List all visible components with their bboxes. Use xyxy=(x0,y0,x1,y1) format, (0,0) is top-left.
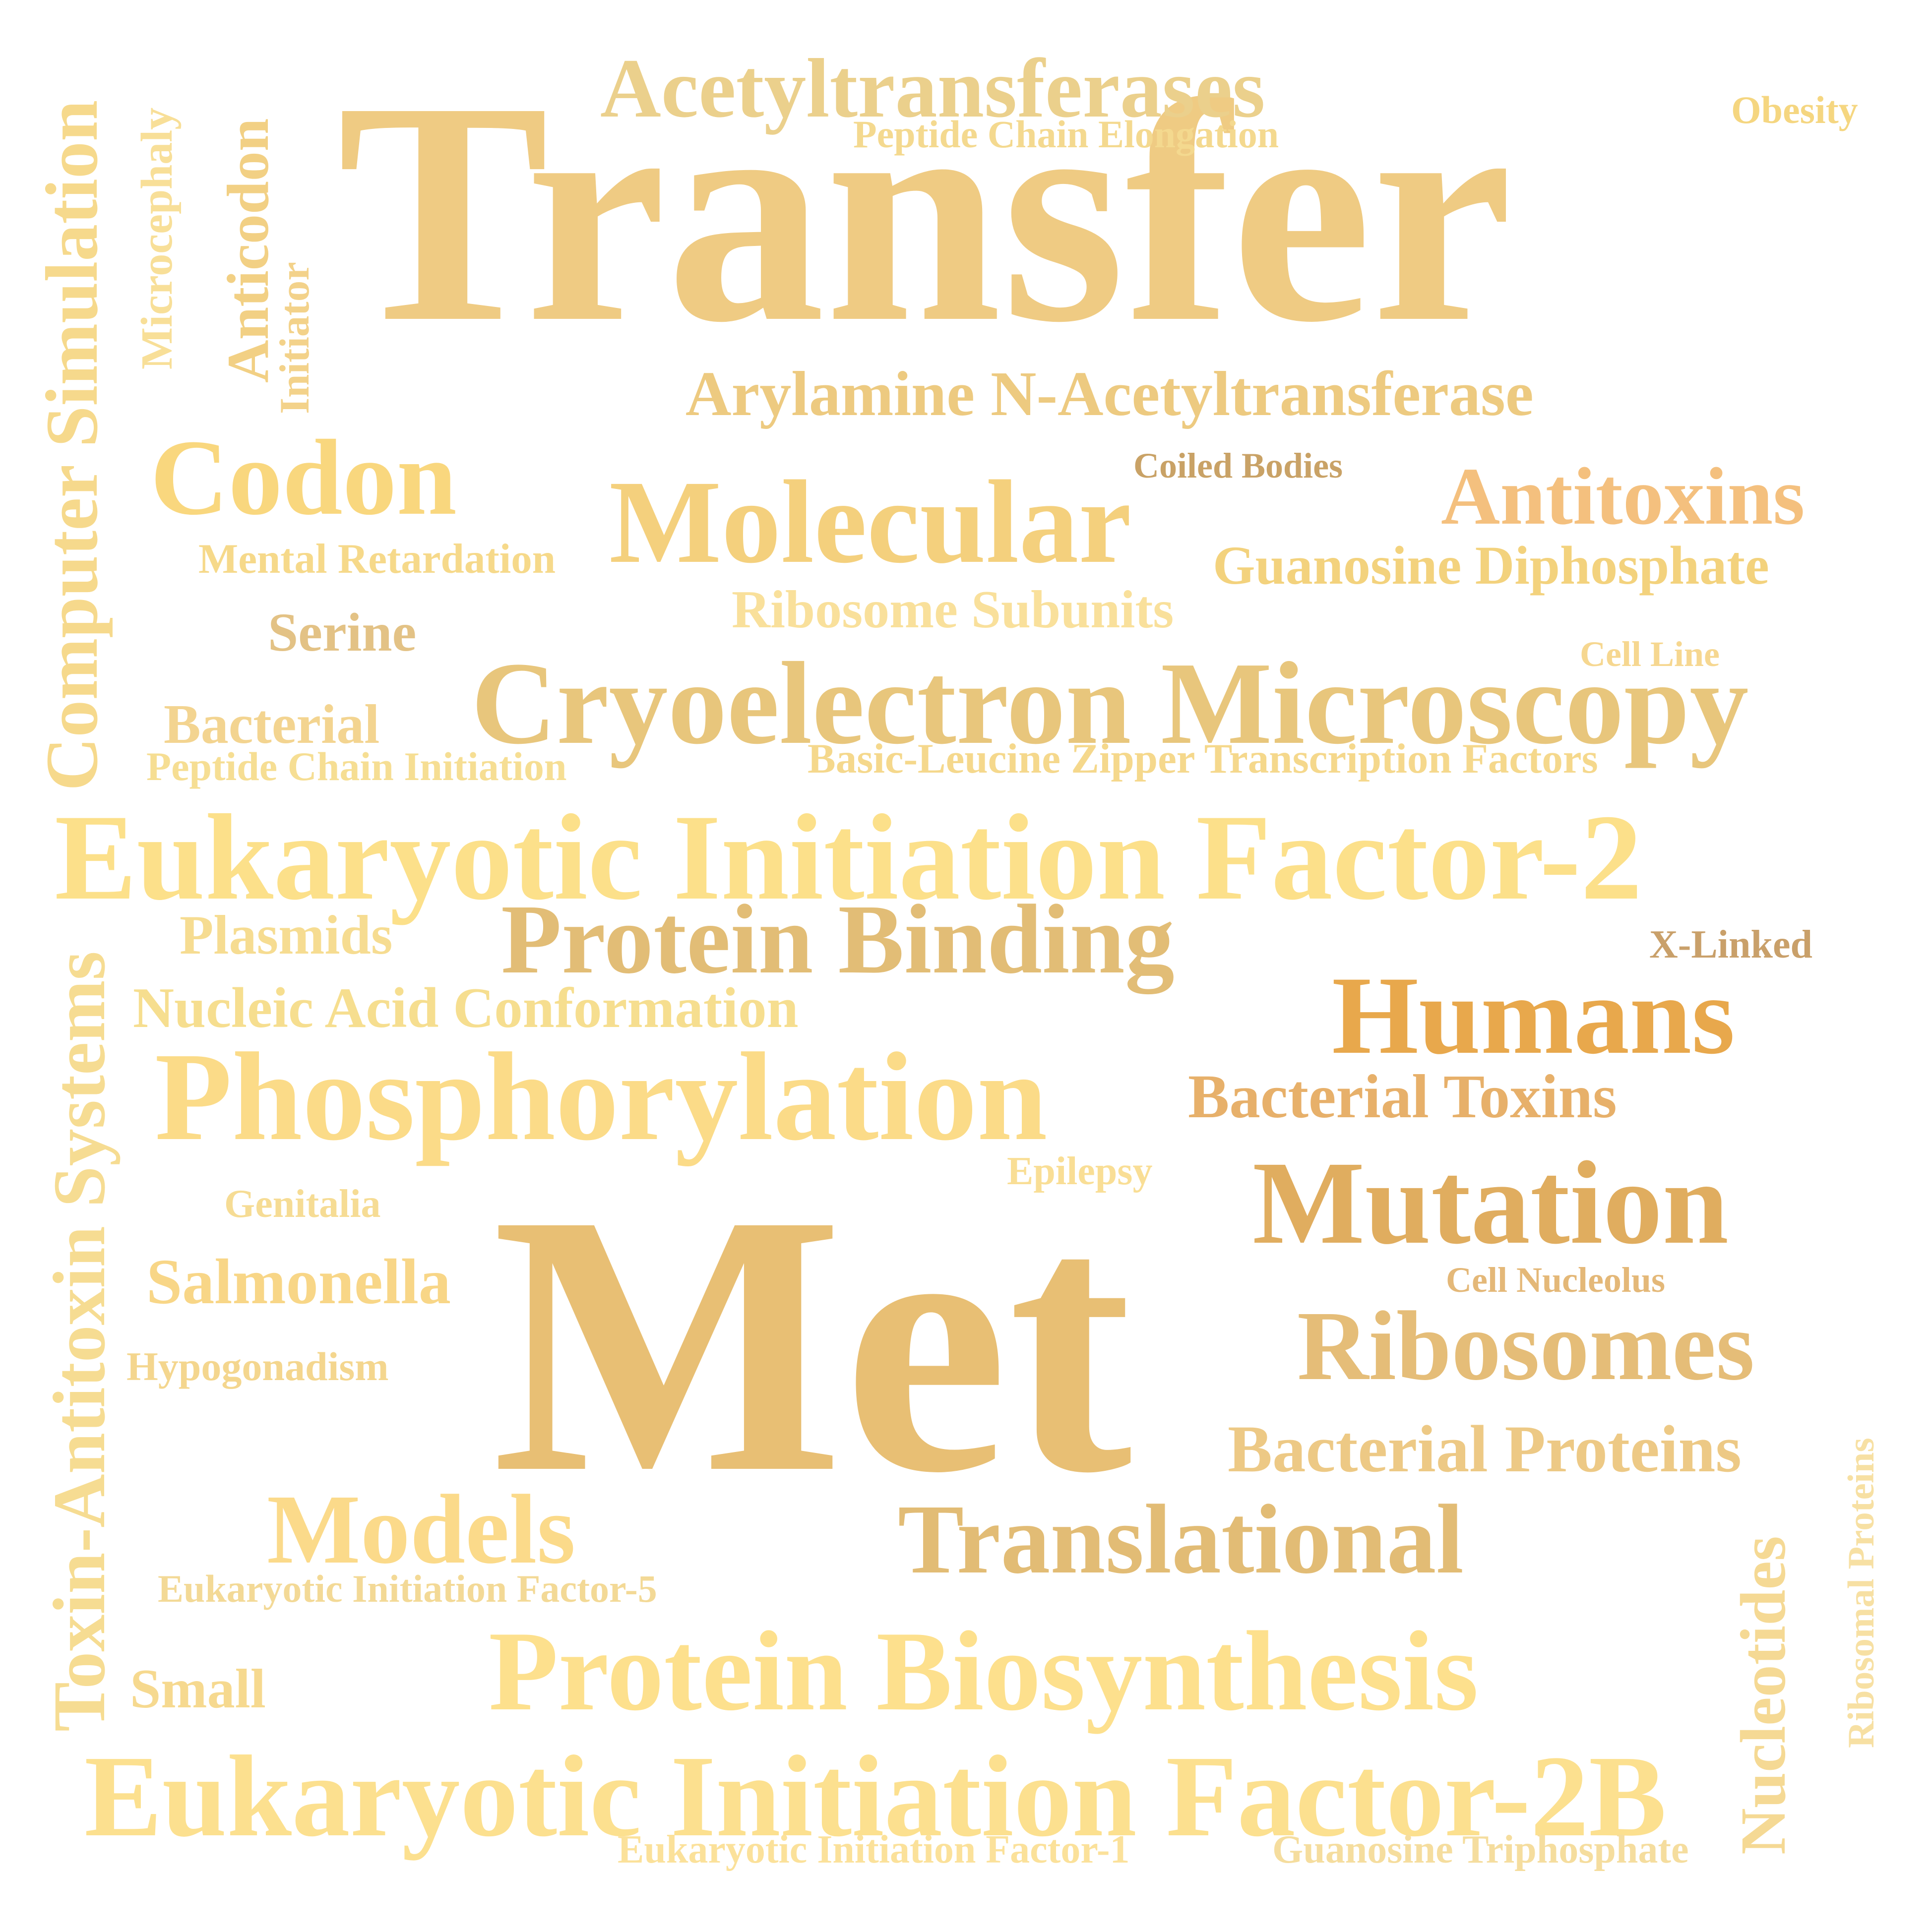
word-transfer: Transfer xyxy=(337,37,1513,388)
word-x-linked: X-Linked xyxy=(1649,923,1812,966)
word-small: Small xyxy=(130,1658,266,1720)
word-guanosine-diphosphate: Guanosine Diphosphate xyxy=(1213,535,1769,596)
word-protein-binding: Protein Binding xyxy=(501,885,1175,994)
word-microcephaly: Microcephaly xyxy=(132,107,182,369)
word-cell-nucleolus: Cell Nucleolus xyxy=(1446,1260,1665,1300)
word-ribosomes: Ribosomes xyxy=(1297,1291,1755,1401)
word-translational: Translational xyxy=(898,1485,1464,1594)
word-met: Met xyxy=(492,1138,1132,1550)
word-plasmids: Plasmids xyxy=(180,905,393,966)
word-serine: Serine xyxy=(268,602,417,663)
word-coiled-bodies: Coiled Bodies xyxy=(1133,446,1343,485)
word-eif2b: Eukaryotic Initiation Factor-2B xyxy=(84,1732,1667,1861)
word-molecular: Molecular xyxy=(609,456,1131,588)
word-epilepsy: Epilepsy xyxy=(1007,1149,1153,1193)
word-anticodon: Anticodon xyxy=(215,118,281,383)
word-eif5: Eukaryotic Initiation Factor-5 xyxy=(158,1567,657,1610)
word-ribosome-subunits: Ribosome Subunits xyxy=(732,580,1174,639)
word-toxin-antitoxin-systems: Toxin-Antitoxin Systems xyxy=(38,951,121,1732)
word-basic-leucine-zipper: Basic-Leucine Zipper Transcription Facto… xyxy=(808,735,1598,782)
word-protein-biosynthesis: Protein Biosynthesis xyxy=(489,1608,1479,1734)
word-eif2: Eukaryotic Initiation Factor-2 xyxy=(55,789,1642,925)
word-bacterial: Bacterial xyxy=(164,694,380,755)
word-cryoelectron-microscopy: Cryoelectron Microscopy xyxy=(471,638,1749,769)
word-codon: Codon xyxy=(150,418,457,538)
word-obesity: Obesity xyxy=(1731,88,1858,131)
word-mutation: Mutation xyxy=(1252,1137,1729,1268)
word-salmonella: Salmonella xyxy=(146,1246,451,1318)
word-mental-retardation: Mental Retardation xyxy=(198,536,556,582)
word-nucleic-acid-conformation: Nucleic Acid Conformation xyxy=(133,976,799,1039)
word-hypogonadism: Hypogonadism xyxy=(126,1344,389,1389)
word-eif1: Eukaryotic Initiation Factor-1 xyxy=(618,1828,1130,1872)
word-humans: Humans xyxy=(1332,953,1735,1077)
word-antitoxins: Antitoxins xyxy=(1441,451,1805,542)
word-guanosine-triphosphate: Guanosine Triphosphate xyxy=(1272,1828,1689,1872)
word-models: Models xyxy=(267,1475,576,1584)
word-arylamine-n-acetyltransferase: Arylamine N-Acetyltransferase xyxy=(686,359,1534,429)
word-initiator: Initiator xyxy=(271,262,318,414)
word-genitalia: Genitalia xyxy=(224,1182,381,1226)
word-nucleotides: Nucleotides xyxy=(1728,1536,1799,1855)
word-peptide-chain-elongation: Peptide Chain Elongation xyxy=(853,113,1279,156)
word-bacterial-toxins: Bacterial Toxins xyxy=(1188,1063,1617,1131)
word-bacterial-proteins: Bacterial Proteins xyxy=(1228,1412,1742,1486)
word-acetyltransferases: Acetyltransferases xyxy=(600,42,1265,135)
word-ribosomal-proteins: Ribosomal Proteins xyxy=(1841,1438,1882,1748)
word-cell-line: Cell Line xyxy=(1580,634,1720,674)
word-peptide-chain-initiation: Peptide Chain Initiation xyxy=(146,744,567,789)
word-phosphorylation: Phosphorylation xyxy=(155,1027,1048,1167)
word-computer-simulation: Computer Simulation xyxy=(31,100,113,791)
